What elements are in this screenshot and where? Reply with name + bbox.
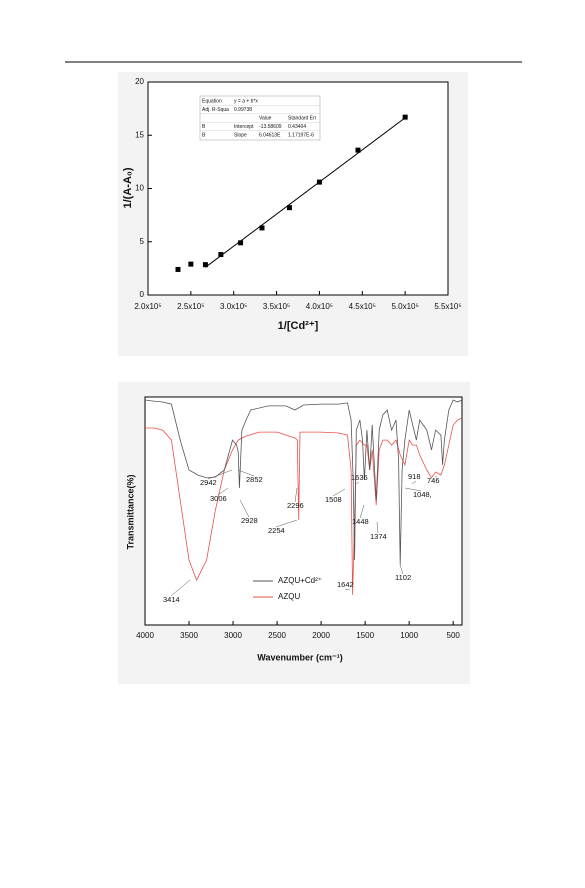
table-cell: B [202,132,206,138]
spectrum-line [144,399,463,566]
y-tick-label: 0 [140,290,145,299]
x-tick-label: 1500 [356,631,374,640]
leader-line [239,499,250,518]
table-cell: Adj. R-Squa [202,107,229,113]
data-point [259,225,265,231]
table-cell: Standard Err [288,115,317,121]
x-tick-label: 5.5x10⁵ [434,302,461,311]
legend-label: AZQU [278,592,300,601]
x-tick-label: 2.5x10⁵ [177,302,204,311]
x-tick-label: 2500 [268,631,286,640]
table-cell: 0.99738 [234,107,252,113]
table-cell: -13.58609 [259,124,282,130]
x-tick-label: 3.5x10⁵ [263,302,290,311]
leader-line [275,519,298,528]
x-tick-label: 4.5x10⁵ [349,302,376,311]
peak-label: 746 [427,476,440,485]
peak-label: 2928 [241,516,258,525]
y-tick-label: 20 [135,77,144,86]
x-tick-label: 4000 [136,631,154,640]
inset-table [199,95,321,141]
peak-label: 1048, [413,490,432,499]
x-tick-label: 4.0x10⁵ [306,302,333,311]
leader-line [434,475,438,478]
peak-label: 918 [408,472,421,481]
table-cell: y = a + b*x [234,98,258,104]
leader-line [332,488,346,497]
y-tick-label: 15 [135,130,144,139]
leader-line [170,579,191,597]
leader-line [207,469,233,480]
x-tick-label: 1000 [400,631,418,640]
peak-label: 1102 [395,573,411,582]
table-cell: 1.17197E-6 [288,132,314,138]
data-point [188,261,194,267]
peak-label: 1374 [370,532,387,541]
data-point [218,252,224,258]
leader-line [359,504,365,519]
data-point [286,205,292,211]
peak-label: 2254 [268,526,285,535]
leader-line [411,480,417,485]
data-point [402,114,408,120]
x-tick-label: 3.0x10⁵ [220,302,247,311]
leader-line [294,487,298,503]
x-tick-label: 3000 [224,631,242,640]
peak-label: 2852 [246,475,263,484]
table-cell: 0.43404 [288,124,306,130]
data-point [202,262,208,268]
y-axis-label: Transmittance(%) [125,474,135,549]
x-tick-label: 2000 [312,631,330,640]
peak-label: 1448 [352,517,369,526]
peak-label: 1642 [337,580,354,589]
table-cell: Value [259,115,272,121]
peak-label: 3414 [163,595,180,604]
table-cell: 6.04613E [259,132,281,138]
peak-label: 2296 [287,501,304,510]
table-cell: Equation [202,98,222,104]
spectrum-line [145,417,463,595]
table-cell: Intercept [234,124,254,130]
data-point [355,147,361,153]
plot-area [144,396,463,626]
y-tick-label: 10 [135,184,144,193]
x-tick-label: 500 [447,631,461,640]
x-tick-label: 3500 [180,631,198,640]
data-point [238,240,244,246]
peak-label: 2942 [200,478,217,487]
x-tick-label: 2.0x10⁵ [134,302,161,311]
leader-line [399,564,404,575]
leader-line [376,521,379,534]
leader-line [344,588,351,591]
table-cell: B [202,124,206,130]
leader-line [237,469,255,477]
leader-line [217,487,229,496]
table-cell: Slope [234,132,247,138]
data-point [175,266,181,272]
peak-label: 1508 [325,495,342,504]
x-axis-label: 1/[Cd²⁺] [278,320,319,332]
leader-line [404,487,422,492]
data-point [316,179,322,185]
y-tick-label: 5 [140,237,145,246]
peak-label: 1636 [351,473,368,482]
legend-label: AZQU+Cd²⁺ [278,576,322,585]
x-axis-label: Wavenumber (cm⁻¹) [257,652,342,662]
leader-line [355,481,360,485]
peak-label: 3006 [210,494,227,503]
x-tick-label: 5.0x10⁵ [391,302,418,311]
y-axis-label: 1/(A-A₀) [122,167,134,208]
